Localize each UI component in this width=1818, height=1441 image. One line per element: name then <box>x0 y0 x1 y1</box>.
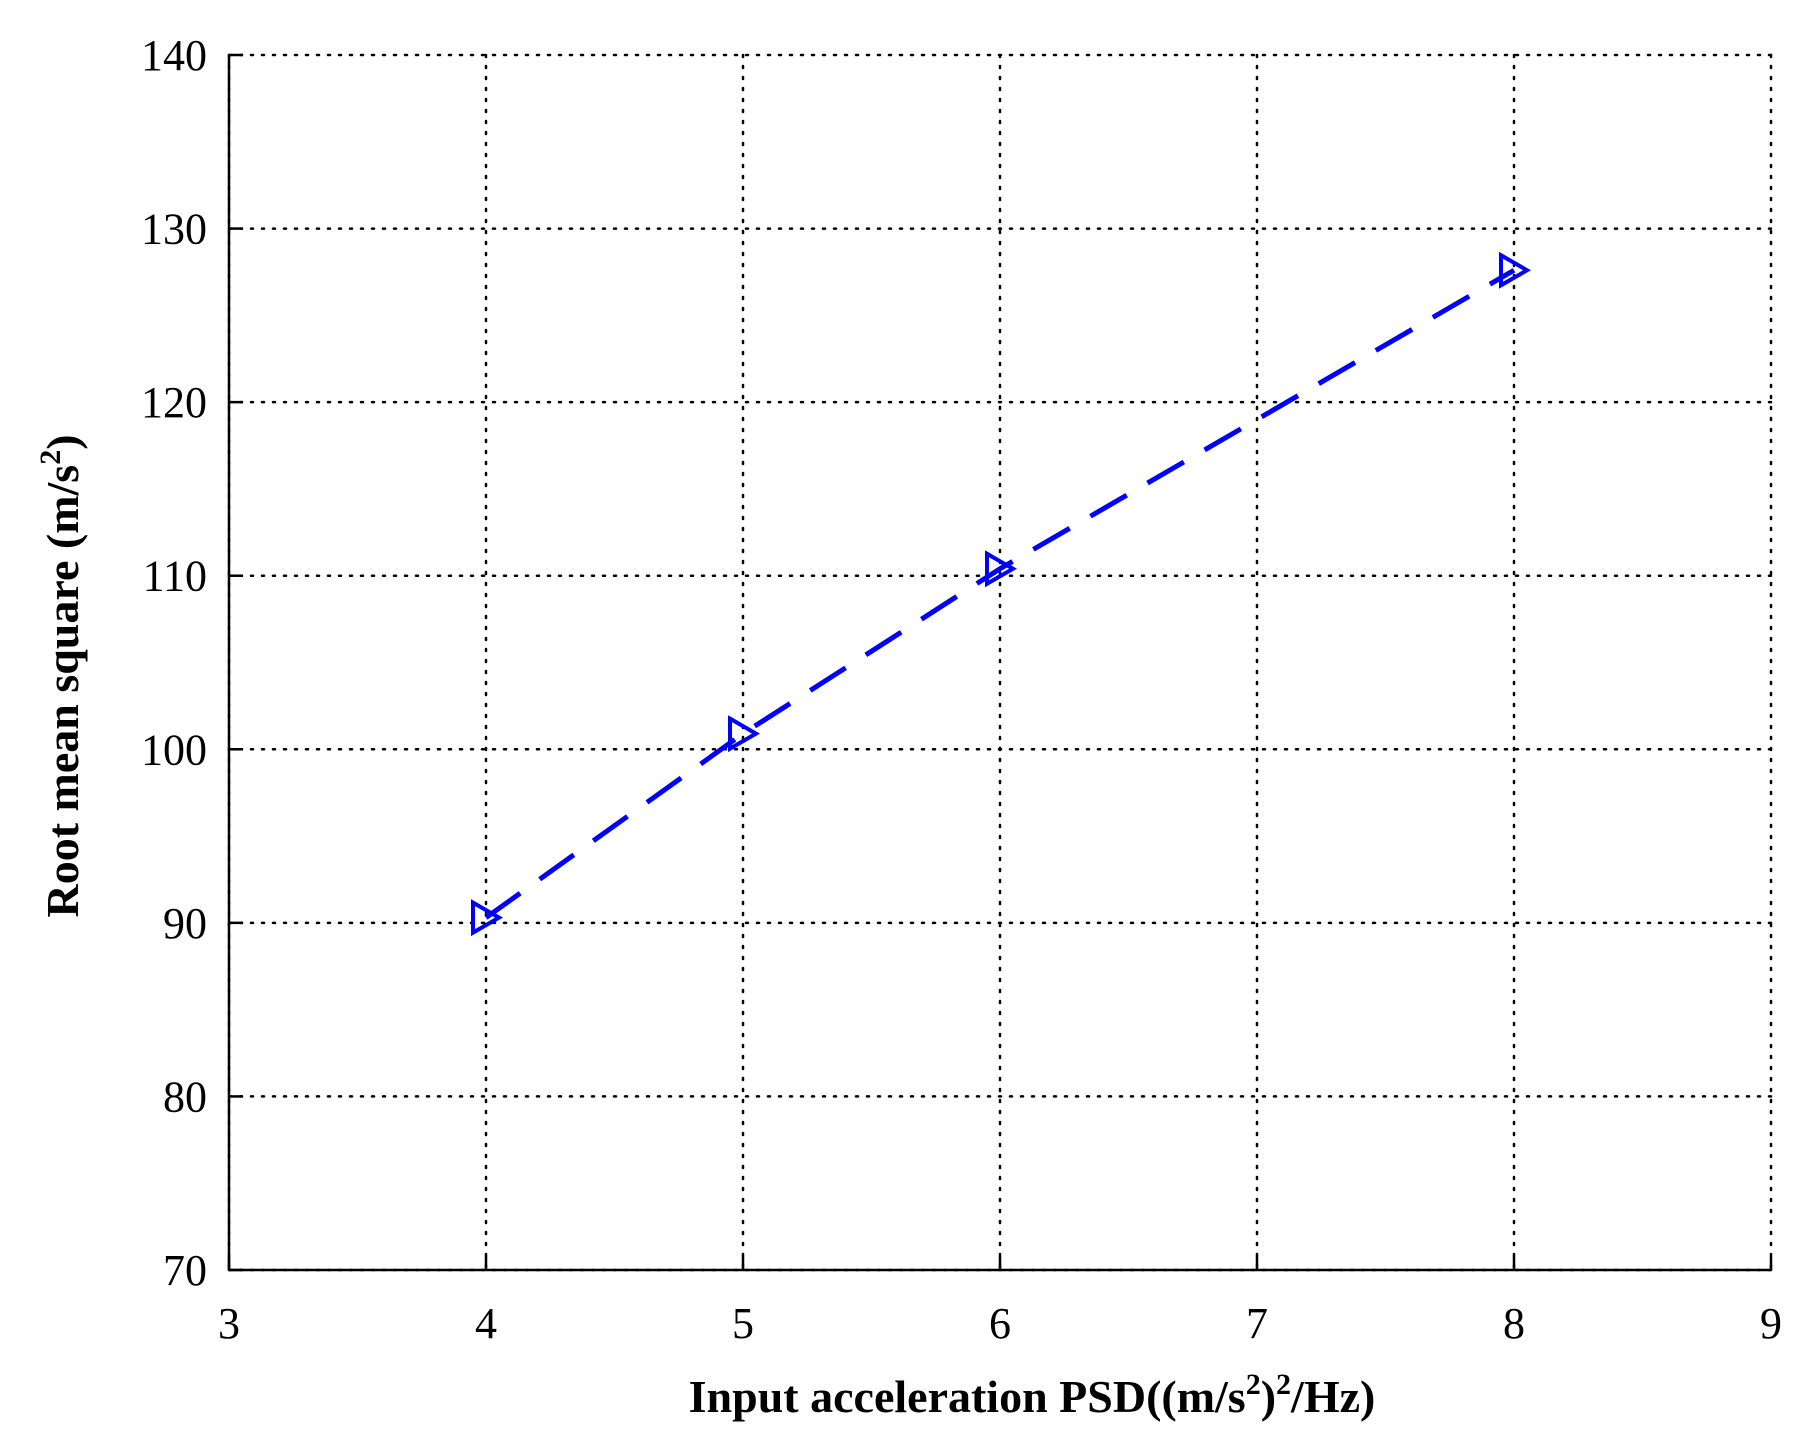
x-tick-label: 3 <box>218 1299 240 1348</box>
data-point-marker <box>1499 251 1532 289</box>
y-tick-label: 70 <box>163 1246 207 1295</box>
y-tick-label: 90 <box>163 899 207 948</box>
series-line <box>484 268 1516 920</box>
series-layer <box>471 251 1532 937</box>
data-point-marker <box>985 550 1018 588</box>
data-point-marker <box>728 715 761 753</box>
y-axis-title: Root mean square (m/s2) <box>34 434 88 917</box>
y-tick-label: 100 <box>141 725 207 774</box>
grid <box>227 53 1773 1272</box>
x-tick-label: 6 <box>989 1299 1011 1348</box>
data-point-marker <box>471 899 504 937</box>
tick-labels: 3 4 5 6 7 8 9 70 80 90 100 110 120 130 140 <box>141 31 1782 1348</box>
y-tick-label: 120 <box>141 378 207 427</box>
x-tick-label: 9 <box>1760 1299 1782 1348</box>
y-tick-label: 80 <box>163 1072 207 1121</box>
x-tick-label: 5 <box>732 1299 754 1348</box>
y-tick-label: 110 <box>143 552 207 601</box>
x-tick-label: 8 <box>1503 1299 1525 1348</box>
x-axis-title: Input acceleration PSD((m/s2)2/Hz) <box>689 1368 1376 1422</box>
x-tick-label: 7 <box>1246 1299 1268 1348</box>
y-tick-label: 130 <box>141 205 207 254</box>
x-tick-label: 4 <box>475 1299 497 1348</box>
axes <box>227 53 1773 1272</box>
y-tick-label: 140 <box>141 31 207 80</box>
